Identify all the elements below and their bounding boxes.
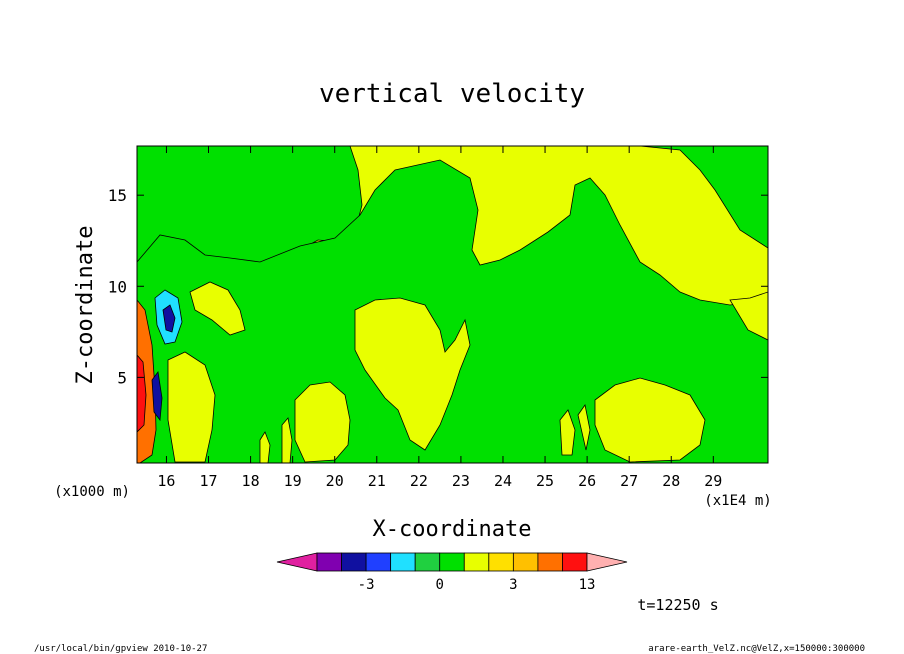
x-tick-label: 19	[284, 472, 302, 490]
time-label: t=12250 s	[637, 596, 718, 614]
contour-field	[137, 146, 768, 463]
colorbar-swatch	[439, 552, 465, 572]
colorbar-low-extend	[276, 552, 318, 572]
x-axis-ticks: 16 17 18 19 20 21 22 23 24 25 26 27 28 29	[157, 146, 722, 490]
plot-frame	[136, 145, 769, 464]
colorbar-swatch	[390, 552, 416, 572]
colorbar-swatch	[512, 552, 539, 572]
y-tick-label: 5	[117, 368, 127, 387]
y-scale-label: (x1000 m)	[54, 484, 130, 500]
colorbar-tick-label: 13	[579, 577, 596, 593]
colorbar-swatch	[341, 552, 367, 572]
colorbar-swatch	[316, 552, 342, 572]
colorbar-swatch	[463, 552, 490, 572]
x-tick-label: 21	[368, 472, 386, 490]
x-tick-label: 22	[410, 472, 428, 490]
x-tick-label: 24	[494, 472, 512, 490]
colorbar: -3 0 3 13	[276, 552, 628, 593]
x-tick-label: 29	[704, 472, 722, 490]
colorbar-swatch	[488, 552, 514, 572]
x-tick-label: 27	[620, 472, 638, 490]
x-tick-label: 20	[326, 472, 344, 490]
footer-left: /usr/local/bin/gpview 2010-10-27	[34, 644, 207, 654]
x-axis-label: X-coordinate	[373, 517, 532, 542]
y-axis-ticks: 5 10 15	[108, 186, 768, 387]
colorbar-tick-label: -3	[358, 577, 375, 593]
x-tick-label: 25	[536, 472, 554, 490]
x-scale-label: (x1E4 m)	[704, 493, 771, 509]
colorbar-swatch	[365, 552, 392, 572]
colorbar-tick-label: 0	[436, 577, 444, 593]
colorbar-swatch	[562, 552, 588, 572]
chart-title: vertical velocity	[319, 79, 585, 109]
colorbar-swatch	[414, 552, 441, 572]
colorbar-tick-label: 3	[509, 577, 517, 593]
colorbar-high-extend	[586, 552, 628, 572]
footer-right: arare-earth_VelZ.nc@VelZ,x=150000:300000	[648, 644, 865, 654]
x-tick-label: 18	[242, 472, 260, 490]
x-tick-label: 23	[452, 472, 470, 490]
x-tick-label: 17	[199, 472, 217, 490]
y-axis-label: Z-coordinate	[73, 226, 98, 385]
x-tick-label: 26	[578, 472, 596, 490]
colorbar-swatch	[537, 552, 563, 572]
x-tick-label: 28	[662, 472, 680, 490]
x-tick-label: 16	[157, 472, 175, 490]
y-tick-label: 10	[108, 277, 127, 296]
y-tick-label: 15	[108, 186, 127, 205]
